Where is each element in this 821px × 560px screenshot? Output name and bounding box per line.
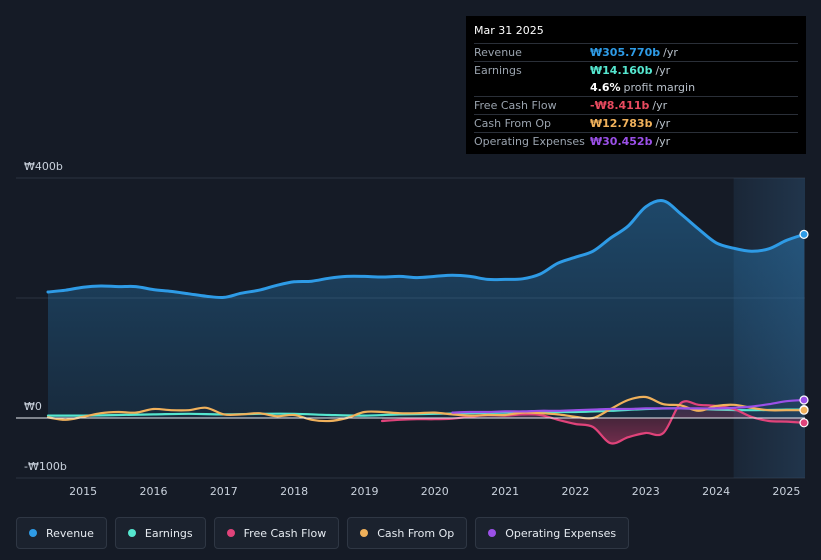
tooltip-value: 4.6% — [590, 81, 621, 94]
legend-label: Operating Expenses — [505, 526, 617, 540]
tooltip-value: -₩8.411b — [590, 99, 650, 112]
x-tick-label: 2020 — [421, 485, 449, 498]
tooltip-value: ₩12.783b — [590, 117, 653, 130]
tooltip-row-revenue: Revenue ₩305.770b /yr — [474, 43, 798, 61]
free-cash-flow-endpoint — [799, 418, 809, 428]
tooltip-row-fcf: Free Cash Flow -₩8.411b /yr — [474, 96, 798, 114]
legend-dot — [488, 529, 497, 537]
x-tick-label: 2024 — [702, 485, 730, 498]
legend-item-cash-from-op[interactable]: Cash From Op — [347, 517, 468, 549]
tooltip-row-cfo: Cash From Op ₩12.783b /yr — [474, 114, 798, 132]
tooltip-value: ₩14.160b — [590, 64, 653, 77]
x-tick-label: 2015 — [69, 485, 97, 498]
x-tick-label: 2017 — [210, 485, 238, 498]
y-label-bottom: -₩100b — [24, 460, 67, 473]
tooltip-row-margin: 4.6% profit margin — [474, 79, 798, 96]
x-tick-label: 2023 — [632, 485, 660, 498]
x-tick-label: 2016 — [139, 485, 167, 498]
tooltip-unit: /yr — [663, 46, 678, 59]
tooltip-label: Earnings — [474, 64, 522, 77]
legend-dot — [29, 529, 37, 537]
legend-dot — [127, 529, 136, 537]
revenue-endpoint — [799, 229, 809, 239]
legend-dot — [360, 529, 369, 537]
x-tick-label: 2025 — [772, 485, 800, 498]
operating-expenses-endpoint — [799, 395, 809, 405]
y-label-zero: ₩0 — [24, 400, 42, 413]
legend-item-earnings[interactable]: Earnings — [114, 517, 206, 549]
tooltip-unit: /yr — [655, 135, 671, 148]
tooltip-label: Cash From Op — [474, 117, 552, 130]
tooltip-value: ₩305.770b — [590, 46, 661, 59]
legend-item-revenue[interactable]: Revenue — [16, 517, 107, 549]
legend-label: Revenue — [46, 526, 94, 540]
tooltip-label: Operating Expenses — [474, 135, 585, 148]
tooltip-date: Mar 31 2025 — [474, 24, 544, 37]
revenue-area — [48, 200, 804, 418]
x-tick-label: 2021 — [491, 485, 519, 498]
x-tick-label: 2018 — [280, 485, 308, 498]
tooltip-unit: profit margin — [623, 81, 696, 94]
tooltip-unit: /yr — [652, 99, 668, 112]
tooltip-row-opex: Operating Expenses ₩30.452b /yr — [474, 132, 798, 150]
free-cash-flow-line — [380, 400, 806, 445]
x-tick-label: 2022 — [561, 485, 589, 498]
legend-item-free-cash-flow[interactable]: Free Cash Flow — [213, 517, 340, 549]
tooltip-panel: Mar 31 2025 Revenue ₩305.770b /yr Earnin… — [466, 16, 806, 154]
legend-label: Cash From Op — [377, 526, 455, 540]
legend-dot — [226, 529, 235, 537]
tooltip-value: ₩30.452b — [590, 135, 653, 148]
revenue-line — [46, 199, 806, 300]
tooltip-label: Free Cash Flow — [474, 99, 557, 112]
y-label-top: ₩400b — [24, 160, 63, 173]
legend-item-operating-expenses[interactable]: Operating Expenses — [475, 517, 630, 549]
chart-legend: Revenue Earnings Free Cash Flow Cash Fro… — [16, 517, 630, 549]
legend-label: Earnings — [144, 526, 193, 540]
tooltip-row-earnings: Earnings ₩14.160b /yr — [474, 61, 798, 79]
operating-expenses-line — [451, 398, 806, 414]
tooltip-label: Revenue — [474, 46, 522, 59]
cash-from-op-endpoint — [799, 405, 809, 415]
cash-from-op-line — [46, 395, 806, 423]
x-tick-label: 2019 — [350, 485, 378, 498]
tooltip-unit: /yr — [655, 64, 671, 77]
tooltip-unit: /yr — [655, 117, 671, 130]
legend-label: Free Cash Flow — [243, 526, 327, 540]
